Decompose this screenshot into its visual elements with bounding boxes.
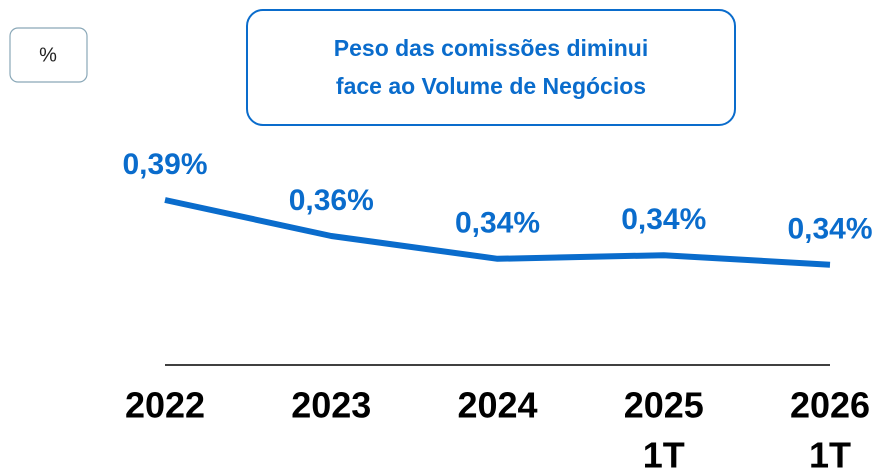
data-label: 0,34% [787, 213, 872, 246]
annotation-line: face ao Volume de Negócios [336, 73, 646, 99]
data-label: 0,39% [122, 148, 207, 181]
x-tick-label: 2022 [125, 385, 205, 426]
x-tick-label: 2025 [624, 385, 704, 426]
x-tick-label: 2026 [790, 385, 870, 426]
annotation-box [246, 9, 736, 126]
x-tick-label: 2023 [291, 385, 371, 426]
line [164, 197, 831, 268]
x-tick-sublabel: 1T [809, 435, 851, 474]
data-label: 0,34% [455, 207, 540, 240]
unit-box [9, 27, 88, 83]
data-label: 0,36% [289, 184, 374, 217]
data-label: 0,34% [621, 203, 706, 236]
x-tick-label: 2024 [457, 385, 537, 426]
x-tick-sublabel: 1T [643, 435, 685, 474]
annotation-line: Peso das comissões diminui [334, 35, 648, 61]
unit-label: % [39, 44, 57, 66]
